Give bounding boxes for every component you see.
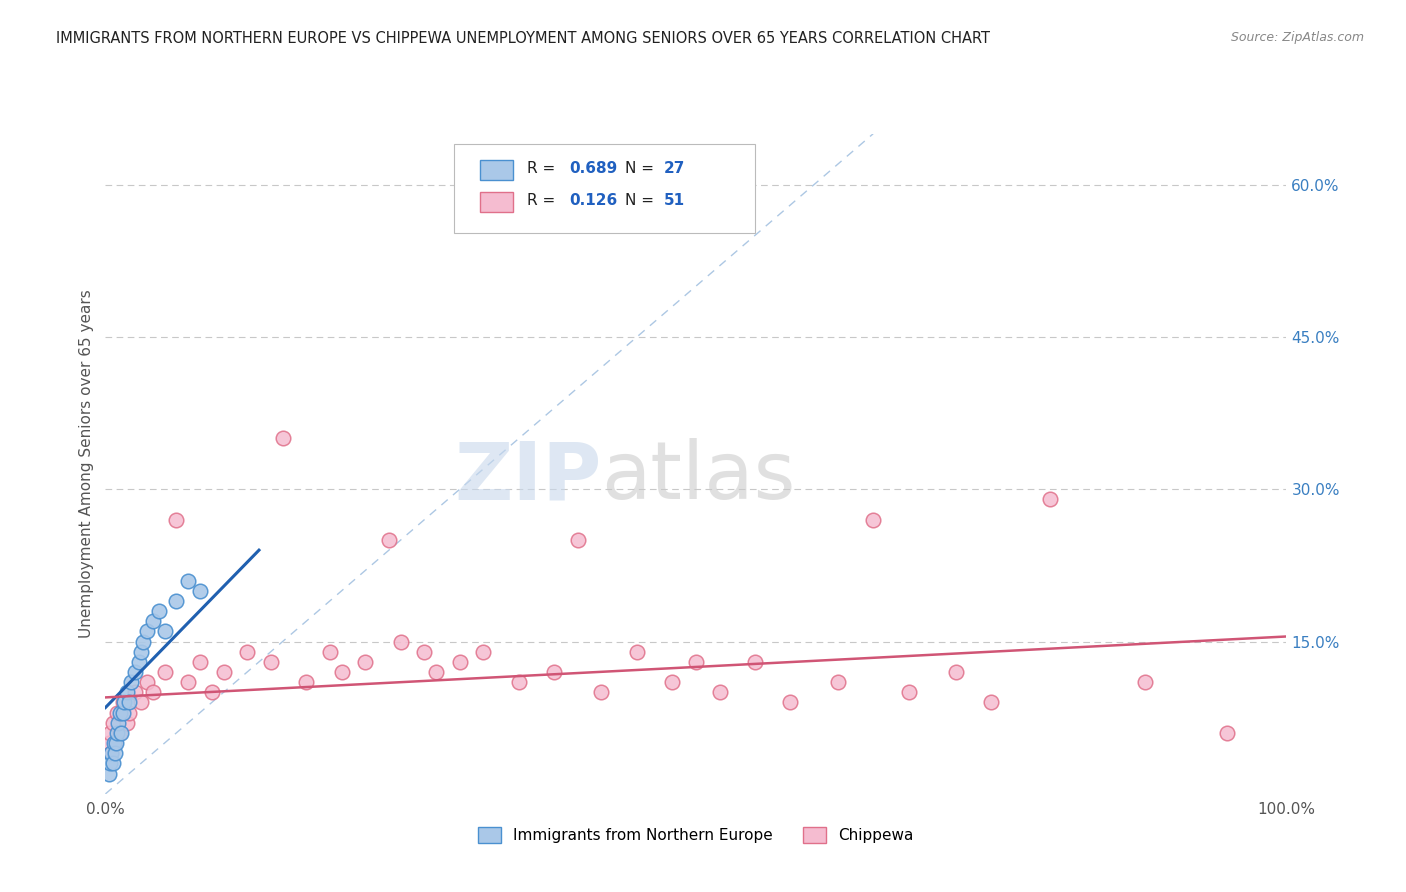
Point xyxy=(1133,675,1156,690)
Point xyxy=(100,746,122,760)
Point xyxy=(112,706,135,720)
Point xyxy=(98,766,121,780)
Point xyxy=(142,614,165,628)
Point xyxy=(591,685,613,699)
Point xyxy=(177,574,200,588)
Point xyxy=(105,706,128,720)
Point xyxy=(98,736,121,750)
Point xyxy=(177,675,200,690)
Point xyxy=(108,706,131,720)
Point xyxy=(105,726,128,740)
Point xyxy=(188,583,211,598)
Point xyxy=(862,513,884,527)
Point xyxy=(389,634,412,648)
Legend: Immigrants from Northern Europe, Chippewa: Immigrants from Northern Europe, Chippew… xyxy=(472,821,920,849)
Text: R =: R = xyxy=(527,193,555,208)
Point xyxy=(142,685,165,699)
Point xyxy=(118,706,141,720)
Point xyxy=(112,696,135,710)
Point xyxy=(129,696,152,710)
Point xyxy=(543,665,565,679)
Point xyxy=(153,624,176,639)
Point xyxy=(449,655,471,669)
Point xyxy=(103,736,125,750)
Point xyxy=(319,645,342,659)
FancyBboxPatch shape xyxy=(479,161,513,180)
Point xyxy=(112,696,135,710)
Text: 27: 27 xyxy=(664,161,686,177)
Text: N =: N = xyxy=(626,193,654,208)
Point xyxy=(1216,726,1239,740)
Point xyxy=(330,665,353,679)
Text: N =: N = xyxy=(626,161,654,177)
Point xyxy=(101,756,124,771)
Point xyxy=(124,665,146,679)
Text: IMMIGRANTS FROM NORTHERN EUROPE VS CHIPPEWA UNEMPLOYMENT AMONG SENIORS OVER 65 Y: IMMIGRANTS FROM NORTHERN EUROPE VS CHIPP… xyxy=(56,31,990,46)
Text: R =: R = xyxy=(527,161,555,177)
Point xyxy=(115,685,138,699)
Point xyxy=(100,746,122,760)
Point xyxy=(709,685,731,699)
Point xyxy=(148,604,170,618)
Point xyxy=(120,675,142,690)
Point xyxy=(135,675,157,690)
Text: 0.689: 0.689 xyxy=(569,161,617,177)
Point xyxy=(945,665,967,679)
Point xyxy=(260,655,283,669)
Text: 51: 51 xyxy=(664,193,685,208)
Point xyxy=(188,655,211,669)
Point xyxy=(165,513,187,527)
Point xyxy=(101,715,124,730)
Point xyxy=(508,675,530,690)
FancyBboxPatch shape xyxy=(454,144,755,233)
Point xyxy=(827,675,849,690)
FancyBboxPatch shape xyxy=(479,192,513,211)
Y-axis label: Unemployment Among Seniors over 65 years: Unemployment Among Seniors over 65 years xyxy=(79,290,94,638)
Point xyxy=(107,715,129,730)
Point xyxy=(124,685,146,699)
Text: ZIP: ZIP xyxy=(454,438,602,516)
Point xyxy=(104,736,127,750)
Point xyxy=(413,645,436,659)
Point xyxy=(354,655,377,669)
Point xyxy=(105,736,128,750)
Point xyxy=(472,645,495,659)
Text: 0.126: 0.126 xyxy=(569,193,617,208)
Point xyxy=(271,432,294,446)
Point xyxy=(135,624,157,639)
Point xyxy=(626,645,648,659)
Point xyxy=(212,665,235,679)
Point xyxy=(115,715,138,730)
Point xyxy=(128,655,150,669)
Point xyxy=(779,696,801,710)
Point xyxy=(98,756,121,771)
Point xyxy=(661,675,683,690)
Point xyxy=(129,645,152,659)
Point xyxy=(153,665,176,679)
Text: atlas: atlas xyxy=(602,438,796,516)
Point xyxy=(118,696,141,710)
Point xyxy=(980,696,1002,710)
Point xyxy=(897,685,920,699)
Point xyxy=(425,665,447,679)
Text: Source: ZipAtlas.com: Source: ZipAtlas.com xyxy=(1230,31,1364,45)
Point xyxy=(378,533,401,547)
Point xyxy=(236,645,259,659)
Point xyxy=(201,685,224,699)
Point xyxy=(108,726,131,740)
Point xyxy=(104,746,127,760)
Point xyxy=(685,655,707,669)
Point xyxy=(567,533,589,547)
Point xyxy=(110,726,132,740)
Point xyxy=(1039,492,1062,507)
Point xyxy=(295,675,318,690)
Point xyxy=(98,726,121,740)
Point xyxy=(132,634,155,648)
Point xyxy=(165,594,187,608)
Point xyxy=(744,655,766,669)
